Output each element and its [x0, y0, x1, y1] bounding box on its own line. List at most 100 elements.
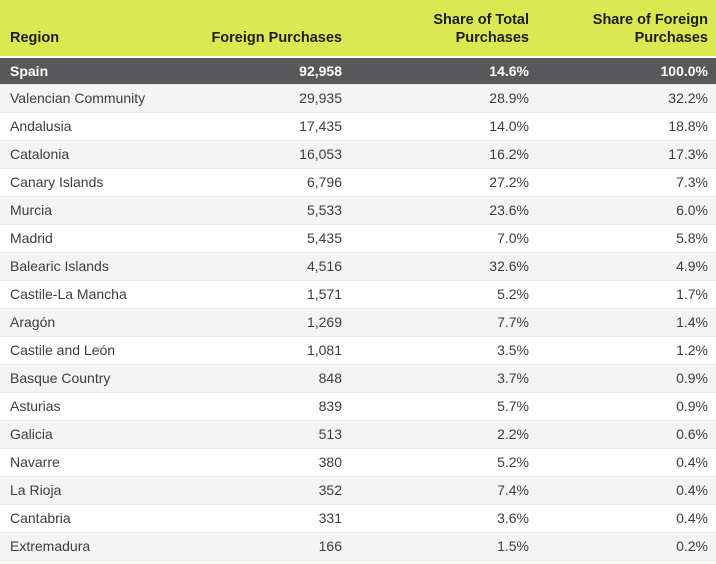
foreign-purchases-cell: 16,053 — [299, 146, 342, 162]
table-row: Madrid 5,435 7.0% 5.8% — [0, 224, 716, 252]
share-total-cell: 5.2% — [497, 286, 529, 302]
share-total-cell: 2.2% — [497, 426, 529, 442]
share-total-cell: 1.5% — [497, 538, 529, 554]
region-cell: La Rioja — [10, 482, 62, 498]
foreign-purchases-cell: 5,533 — [306, 202, 342, 218]
foreign-purchases-cell: 1,571 — [306, 286, 342, 302]
foreign-purchases-cell: 380 — [318, 454, 342, 470]
foreign-purchases-cell: 848 — [318, 370, 342, 386]
share-total-cell: 5.2% — [497, 454, 529, 470]
region-cell: Valencian Community — [10, 90, 146, 106]
foreign-purchases-cell: 166 — [318, 538, 342, 554]
column-header-region: Region — [0, 0, 170, 57]
foreign-purchases-cell: 839 — [318, 398, 342, 414]
summary-share-total-cell: 14.6% — [489, 62, 529, 79]
share-total-cell: 32.6% — [489, 258, 529, 274]
region-cell: Murcia — [10, 202, 53, 218]
share-total-cell: 28.9% — [489, 90, 529, 106]
region-cell: Catalonia — [10, 146, 70, 162]
region-cell: Asturias — [10, 398, 61, 414]
table-body: Spain 92,958 14.6% 100.0% Valencian Comm… — [0, 57, 716, 560]
table-row: Castile and León 1,081 3.5% 1.2% — [0, 336, 716, 364]
region-cell: Canary Islands — [10, 174, 104, 190]
foreign-purchases-cell: 4,516 — [306, 258, 342, 274]
share-foreign-cell: 0.4% — [676, 482, 708, 498]
share-foreign-cell: 4.9% — [676, 258, 708, 274]
foreign-purchases-cell: 5,435 — [306, 230, 342, 246]
summary-region-cell: Spain — [10, 62, 49, 79]
share-foreign-cell: 6.0% — [676, 202, 708, 218]
column-header-share-total-purchases: Share of Total Purchases — [350, 0, 537, 57]
table-row: Cantabria 331 3.6% 0.4% — [0, 504, 716, 532]
region-cell: Castile-La Mancha — [10, 286, 127, 302]
region-cell: Cantabria — [10, 510, 71, 526]
share-total-cell: 3.7% — [497, 370, 529, 386]
table-row: Andalusia 17,435 14.0% 18.8% — [0, 112, 716, 140]
table-row: Valencian Community 29,935 28.9% 32.2% — [0, 84, 716, 112]
share-total-cell: 7.7% — [497, 314, 529, 330]
table-row: Murcia 5,533 23.6% 6.0% — [0, 196, 716, 224]
table-row: Extremadura 166 1.5% 0.2% — [0, 532, 716, 560]
header-row: Region Foreign Purchases Share of Total … — [0, 0, 716, 57]
share-foreign-cell: 7.3% — [676, 174, 708, 190]
foreign-purchases-cell: 513 — [318, 426, 342, 442]
share-foreign-cell: 32.2% — [668, 90, 708, 106]
share-foreign-cell: 1.7% — [676, 286, 708, 302]
region-cell: Balearic Islands — [10, 258, 109, 274]
foreign-purchases-cell: 1,081 — [306, 342, 342, 358]
table-row: Canary Islands 6,796 27.2% 7.3% — [0, 168, 716, 196]
share-foreign-cell: 0.2% — [676, 538, 708, 554]
share-foreign-cell: 0.9% — [676, 398, 708, 414]
table-row: Galicia 513 2.2% 0.6% — [0, 420, 716, 448]
foreign-purchases-cell: 6,796 — [306, 174, 342, 190]
share-total-cell: 16.2% — [489, 146, 529, 162]
table-row: Navarre 380 5.2% 0.4% — [0, 448, 716, 476]
table-row: Balearic Islands 4,516 32.6% 4.9% — [0, 252, 716, 280]
share-foreign-cell: 5.8% — [676, 230, 708, 246]
column-header-share-foreign-purchases: Share of Foreign Purchases — [537, 0, 716, 57]
region-cell: Castile and León — [10, 342, 116, 358]
share-total-cell: 23.6% — [489, 202, 529, 218]
share-foreign-cell: 1.4% — [676, 314, 708, 330]
table-row: Asturias 839 5.7% 0.9% — [0, 392, 716, 420]
share-total-cell: 14.0% — [489, 118, 529, 134]
share-foreign-cell: 1.2% — [676, 342, 708, 358]
region-cell: Andalusia — [10, 118, 72, 134]
share-total-cell: 7.4% — [497, 482, 529, 498]
share-foreign-cell: 17.3% — [668, 146, 708, 162]
table-row: Castile-La Mancha 1,571 5.2% 1.7% — [0, 280, 716, 308]
table-row: Aragón 1,269 7.7% 1.4% — [0, 308, 716, 336]
share-total-cell: 27.2% — [489, 174, 529, 190]
summary-foreign-purchases-cell: 92,958 — [299, 62, 342, 79]
region-cell: Galicia — [10, 426, 53, 442]
table-header: Region Foreign Purchases Share of Total … — [0, 0, 716, 57]
region-cell: Madrid — [10, 230, 53, 246]
foreign-purchases-cell: 352 — [318, 482, 342, 498]
region-cell: Navarre — [10, 454, 60, 470]
share-foreign-cell: 18.8% — [668, 118, 708, 134]
share-total-cell: 5.7% — [497, 398, 529, 414]
foreign-purchases-cell: 29,935 — [299, 90, 342, 106]
share-foreign-cell: 0.4% — [676, 510, 708, 526]
foreign-purchases-cell: 1,269 — [306, 314, 342, 330]
table-row: La Rioja 352 7.4% 0.4% — [0, 476, 716, 504]
region-cell: Extremadura — [10, 538, 91, 554]
share-foreign-cell: 0.4% — [676, 454, 708, 470]
foreign-purchases-cell: 331 — [318, 510, 342, 526]
table-row: Basque Country 848 3.7% 0.9% — [0, 364, 716, 392]
table-row: Catalonia 16,053 16.2% 17.3% — [0, 140, 716, 168]
share-total-cell: 7.0% — [497, 230, 529, 246]
share-total-cell: 3.6% — [497, 510, 529, 526]
bottom-strip — [0, 560, 716, 564]
share-foreign-cell: 0.6% — [676, 426, 708, 442]
share-foreign-cell: 0.9% — [676, 370, 708, 386]
region-cell: Basque Country — [10, 370, 111, 386]
foreign-purchases-cell: 17,435 — [299, 118, 342, 134]
region-cell: Aragón — [10, 314, 56, 330]
summary-row-spain: Spain 92,958 14.6% 100.0% — [0, 57, 716, 84]
summary-share-foreign-cell: 100.0% — [660, 62, 708, 79]
share-total-cell: 3.5% — [497, 342, 529, 358]
column-header-foreign-purchases: Foreign Purchases — [170, 0, 350, 57]
